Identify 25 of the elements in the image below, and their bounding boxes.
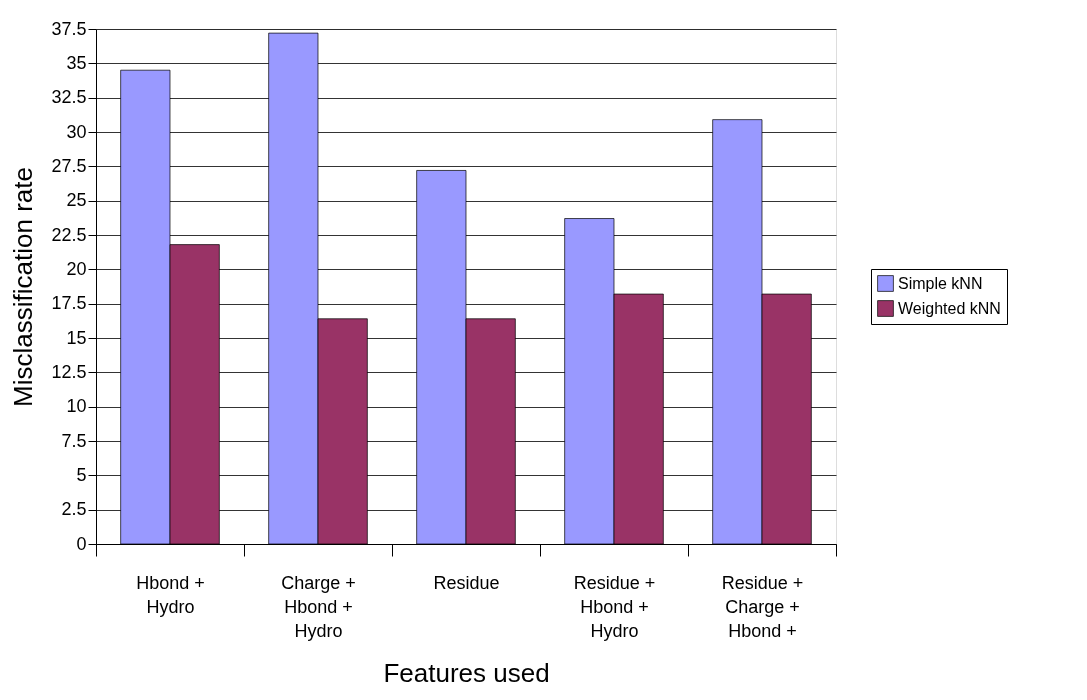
y-axis-title: Misclassification rate [8,167,39,407]
y-tick-label: 12.5 [51,361,87,382]
y-tick-label: 20 [66,258,87,279]
y-tick-label: 2.5 [61,499,87,520]
legend-label: Simple kNN [898,274,983,292]
x-tick-label: Residue + Hbond + Hydro [573,572,656,641]
y-tick-label: 35 [66,52,87,73]
y-tick-label: 5 [76,464,87,485]
y-tick-label: 0 [76,533,87,554]
x-tick-label: Charge + Hbond + Hydro [281,572,356,641]
y-tick-label: 37.5 [51,18,87,39]
y-tick-label: 22.5 [51,224,87,245]
legend-label: Weighted kNN [898,299,1001,317]
y-tick-label: 10 [66,396,87,417]
x-tick-label: Residue + Charge + Hbond + [721,572,804,641]
x-axis-title: Features used [383,657,550,688]
y-tick-label: 17.5 [51,293,87,314]
y-tick-label: 27.5 [51,155,87,176]
y-tick-label: 7.5 [61,430,87,451]
x-tick-label: Residue [433,572,500,593]
y-tick-label: 32.5 [51,87,87,108]
x-tick-label: Hbond + Hydro [136,572,205,617]
y-tick-label: 25 [66,190,87,211]
y-tick-label: 15 [66,327,87,348]
y-tick-label: 30 [66,121,87,142]
